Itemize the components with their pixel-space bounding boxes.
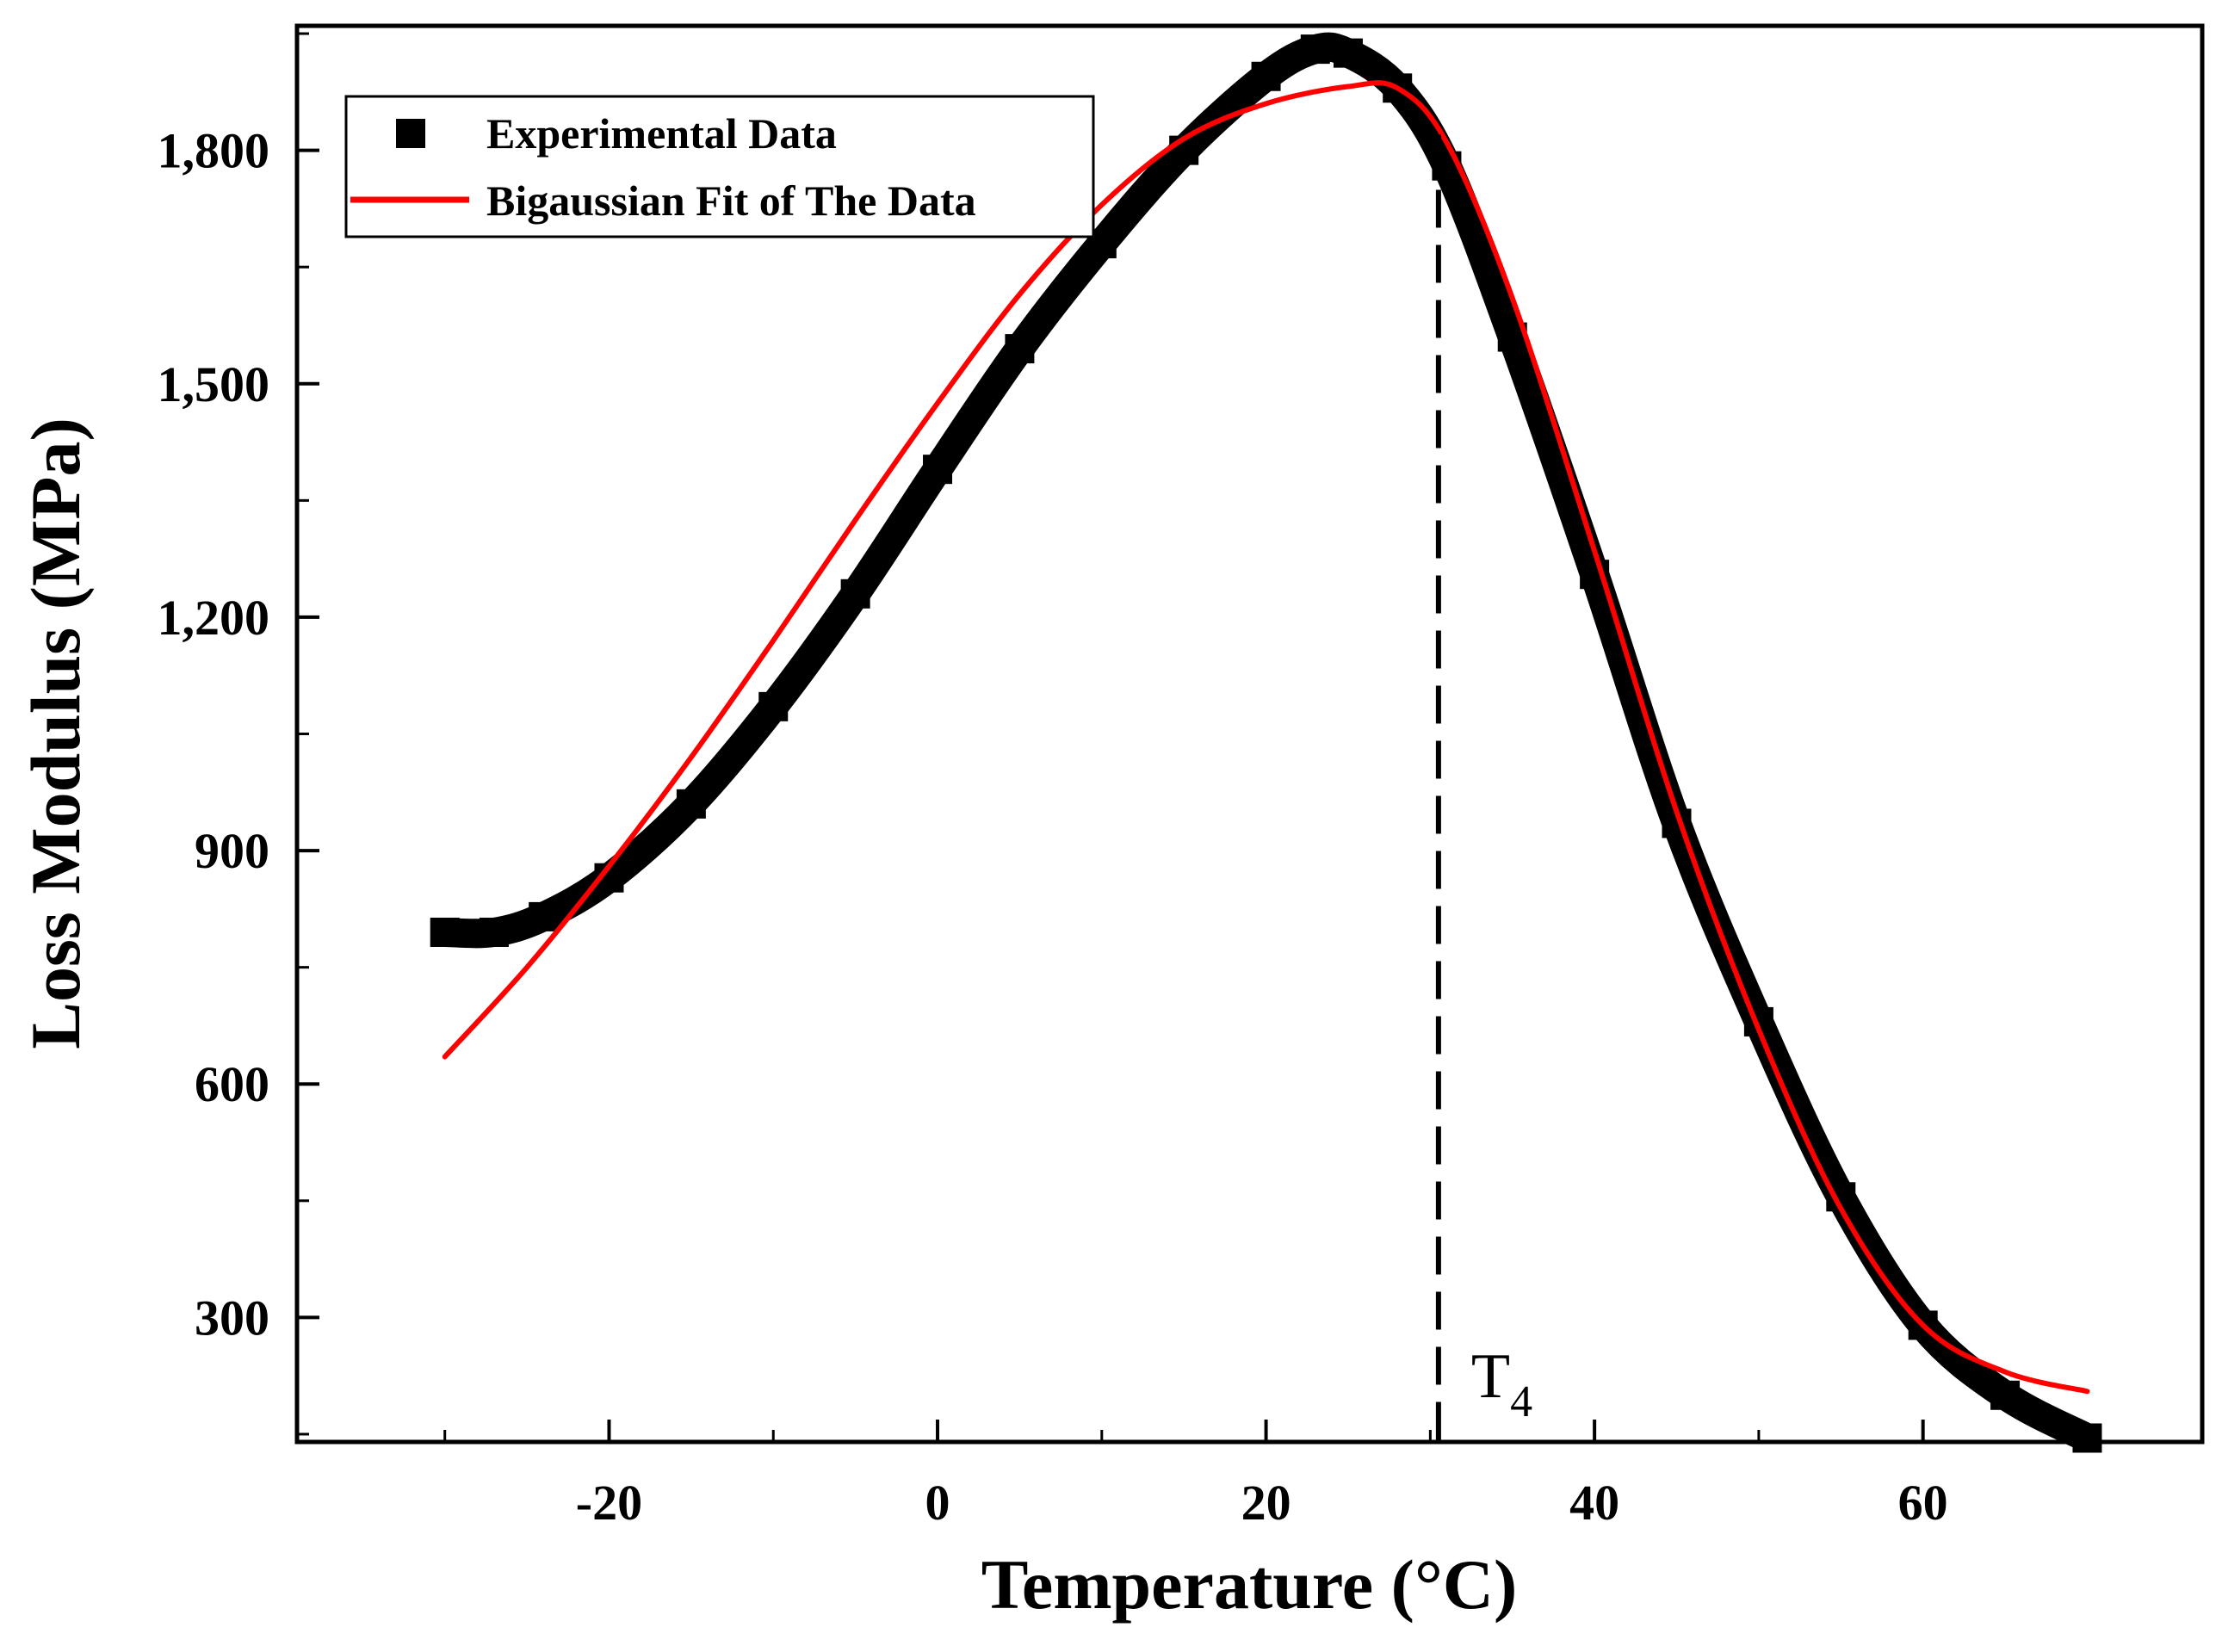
y-axis-ticks: 300 600 900 1,200 1,500 1,800 [158,32,319,1436]
experimental-data-point [479,917,509,947]
x-tick-label: 0 [925,1475,950,1531]
x-tick-label: -20 [576,1475,642,1531]
x-axis-ticks: -20 0 20 40 60 [443,1420,2089,1531]
y-tick-label: 900 [195,823,269,879]
experimental-data-point [758,691,789,721]
t4-annotation: T4 [1435,134,1532,1442]
x-axis-title: Temperature (°C) [981,1545,1518,1624]
t4-label: T4 [1471,1341,1532,1426]
legend-marker-experimental [396,119,425,148]
y-tick-label: 1,200 [158,590,270,646]
x-tick-label: 40 [1569,1475,1619,1531]
experimental-data-point [676,789,706,819]
experimental-data-point [1333,38,1363,68]
experimental-data-point [529,901,559,931]
legend-label-fit: Bigaussian Fit of The Data [486,176,976,225]
experimental-data-point [1251,61,1281,91]
y-tick-label: 300 [195,1290,269,1346]
legend: Experimental Data Bigaussian Fit of The … [344,95,1095,238]
bigaussian-fit-series [442,80,2090,1395]
legend-box [344,95,1095,238]
experimental-data-series [430,32,2102,1453]
experimental-data-point [2072,1423,2102,1453]
experimental-data-point [840,579,870,609]
experimental-data-point [430,917,460,947]
y-axis-title: Loss Modulus (MPa) [16,418,95,1049]
experimental-data-point [923,455,953,485]
plot-frame [294,23,2205,1445]
x-tick-label: 20 [1241,1475,1291,1531]
x-tick-label: 60 [1898,1475,1948,1531]
experimental-data-point [1990,1380,2021,1410]
legend-label-experimental: Experimental Data [486,109,837,158]
bigaussian-fit-line [442,80,2090,1395]
y-tick-label: 600 [195,1056,269,1112]
experimental-data-point [1300,34,1330,65]
y-tick-label: 1,800 [158,123,270,179]
y-tick-label: 1,500 [158,356,270,412]
experimental-data-point [1005,334,1035,364]
experimental-data-line [444,32,2095,1451]
